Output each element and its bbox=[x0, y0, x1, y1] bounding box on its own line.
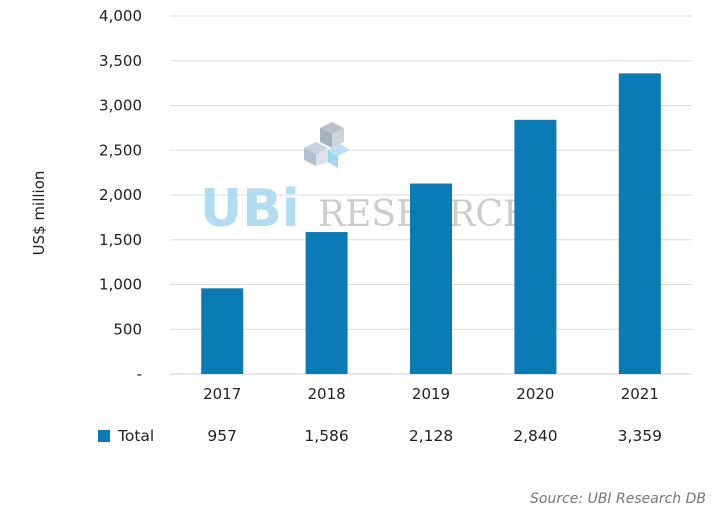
bars bbox=[201, 73, 661, 374]
table-values: 957 1,586 2,128 2,840 3,359 bbox=[207, 427, 662, 445]
table-value: 2,128 bbox=[409, 427, 453, 445]
y-tick-label: 3,500 bbox=[99, 52, 142, 70]
table-value: 957 bbox=[207, 427, 237, 445]
x-tick-label: 2018 bbox=[308, 385, 346, 403]
bar bbox=[514, 119, 557, 374]
y-tick-label: 1,000 bbox=[99, 276, 142, 294]
y-tick-label: 2,000 bbox=[99, 186, 142, 204]
y-tick-label: 1,500 bbox=[99, 231, 142, 249]
bar bbox=[201, 288, 244, 374]
y-tick-label: 2,500 bbox=[99, 141, 142, 159]
ubi-research-watermark: UBi RESEARCH bbox=[200, 122, 534, 239]
y-tick-label: 500 bbox=[113, 320, 142, 338]
bar bbox=[618, 73, 661, 374]
x-tick-label: 2021 bbox=[621, 385, 659, 403]
y-tick-label: 3,000 bbox=[99, 97, 142, 115]
cube-logo-icon bbox=[304, 122, 350, 168]
y-tick-label: - bbox=[137, 365, 142, 383]
table-value: 2,840 bbox=[513, 427, 557, 445]
x-tick-label: 2017 bbox=[203, 385, 241, 403]
x-tick-label: 2019 bbox=[412, 385, 450, 403]
bar bbox=[305, 232, 348, 374]
legend-label: Total bbox=[117, 427, 154, 445]
data-table: Total 957 1,586 2,128 2,840 3,359 bbox=[98, 427, 662, 445]
legend-swatch bbox=[98, 430, 110, 442]
y-axis-label: US$ million bbox=[30, 171, 48, 256]
table-value: 3,359 bbox=[618, 427, 662, 445]
y-tick-labels: - 500 1,000 1,500 2,000 2,500 3,000 3,500 4,000 bbox=[99, 7, 142, 383]
bar bbox=[410, 183, 452, 374]
x-tick-labels: 2017 2018 2019 2020 2021 bbox=[203, 385, 659, 403]
watermark-logo-letters: UBi bbox=[200, 179, 300, 239]
table-value: 1,586 bbox=[304, 427, 348, 445]
y-tick-label: 4,000 bbox=[99, 7, 142, 25]
source-note: Source: UBI Research DB bbox=[530, 491, 706, 507]
x-tick-label: 2020 bbox=[516, 385, 554, 403]
